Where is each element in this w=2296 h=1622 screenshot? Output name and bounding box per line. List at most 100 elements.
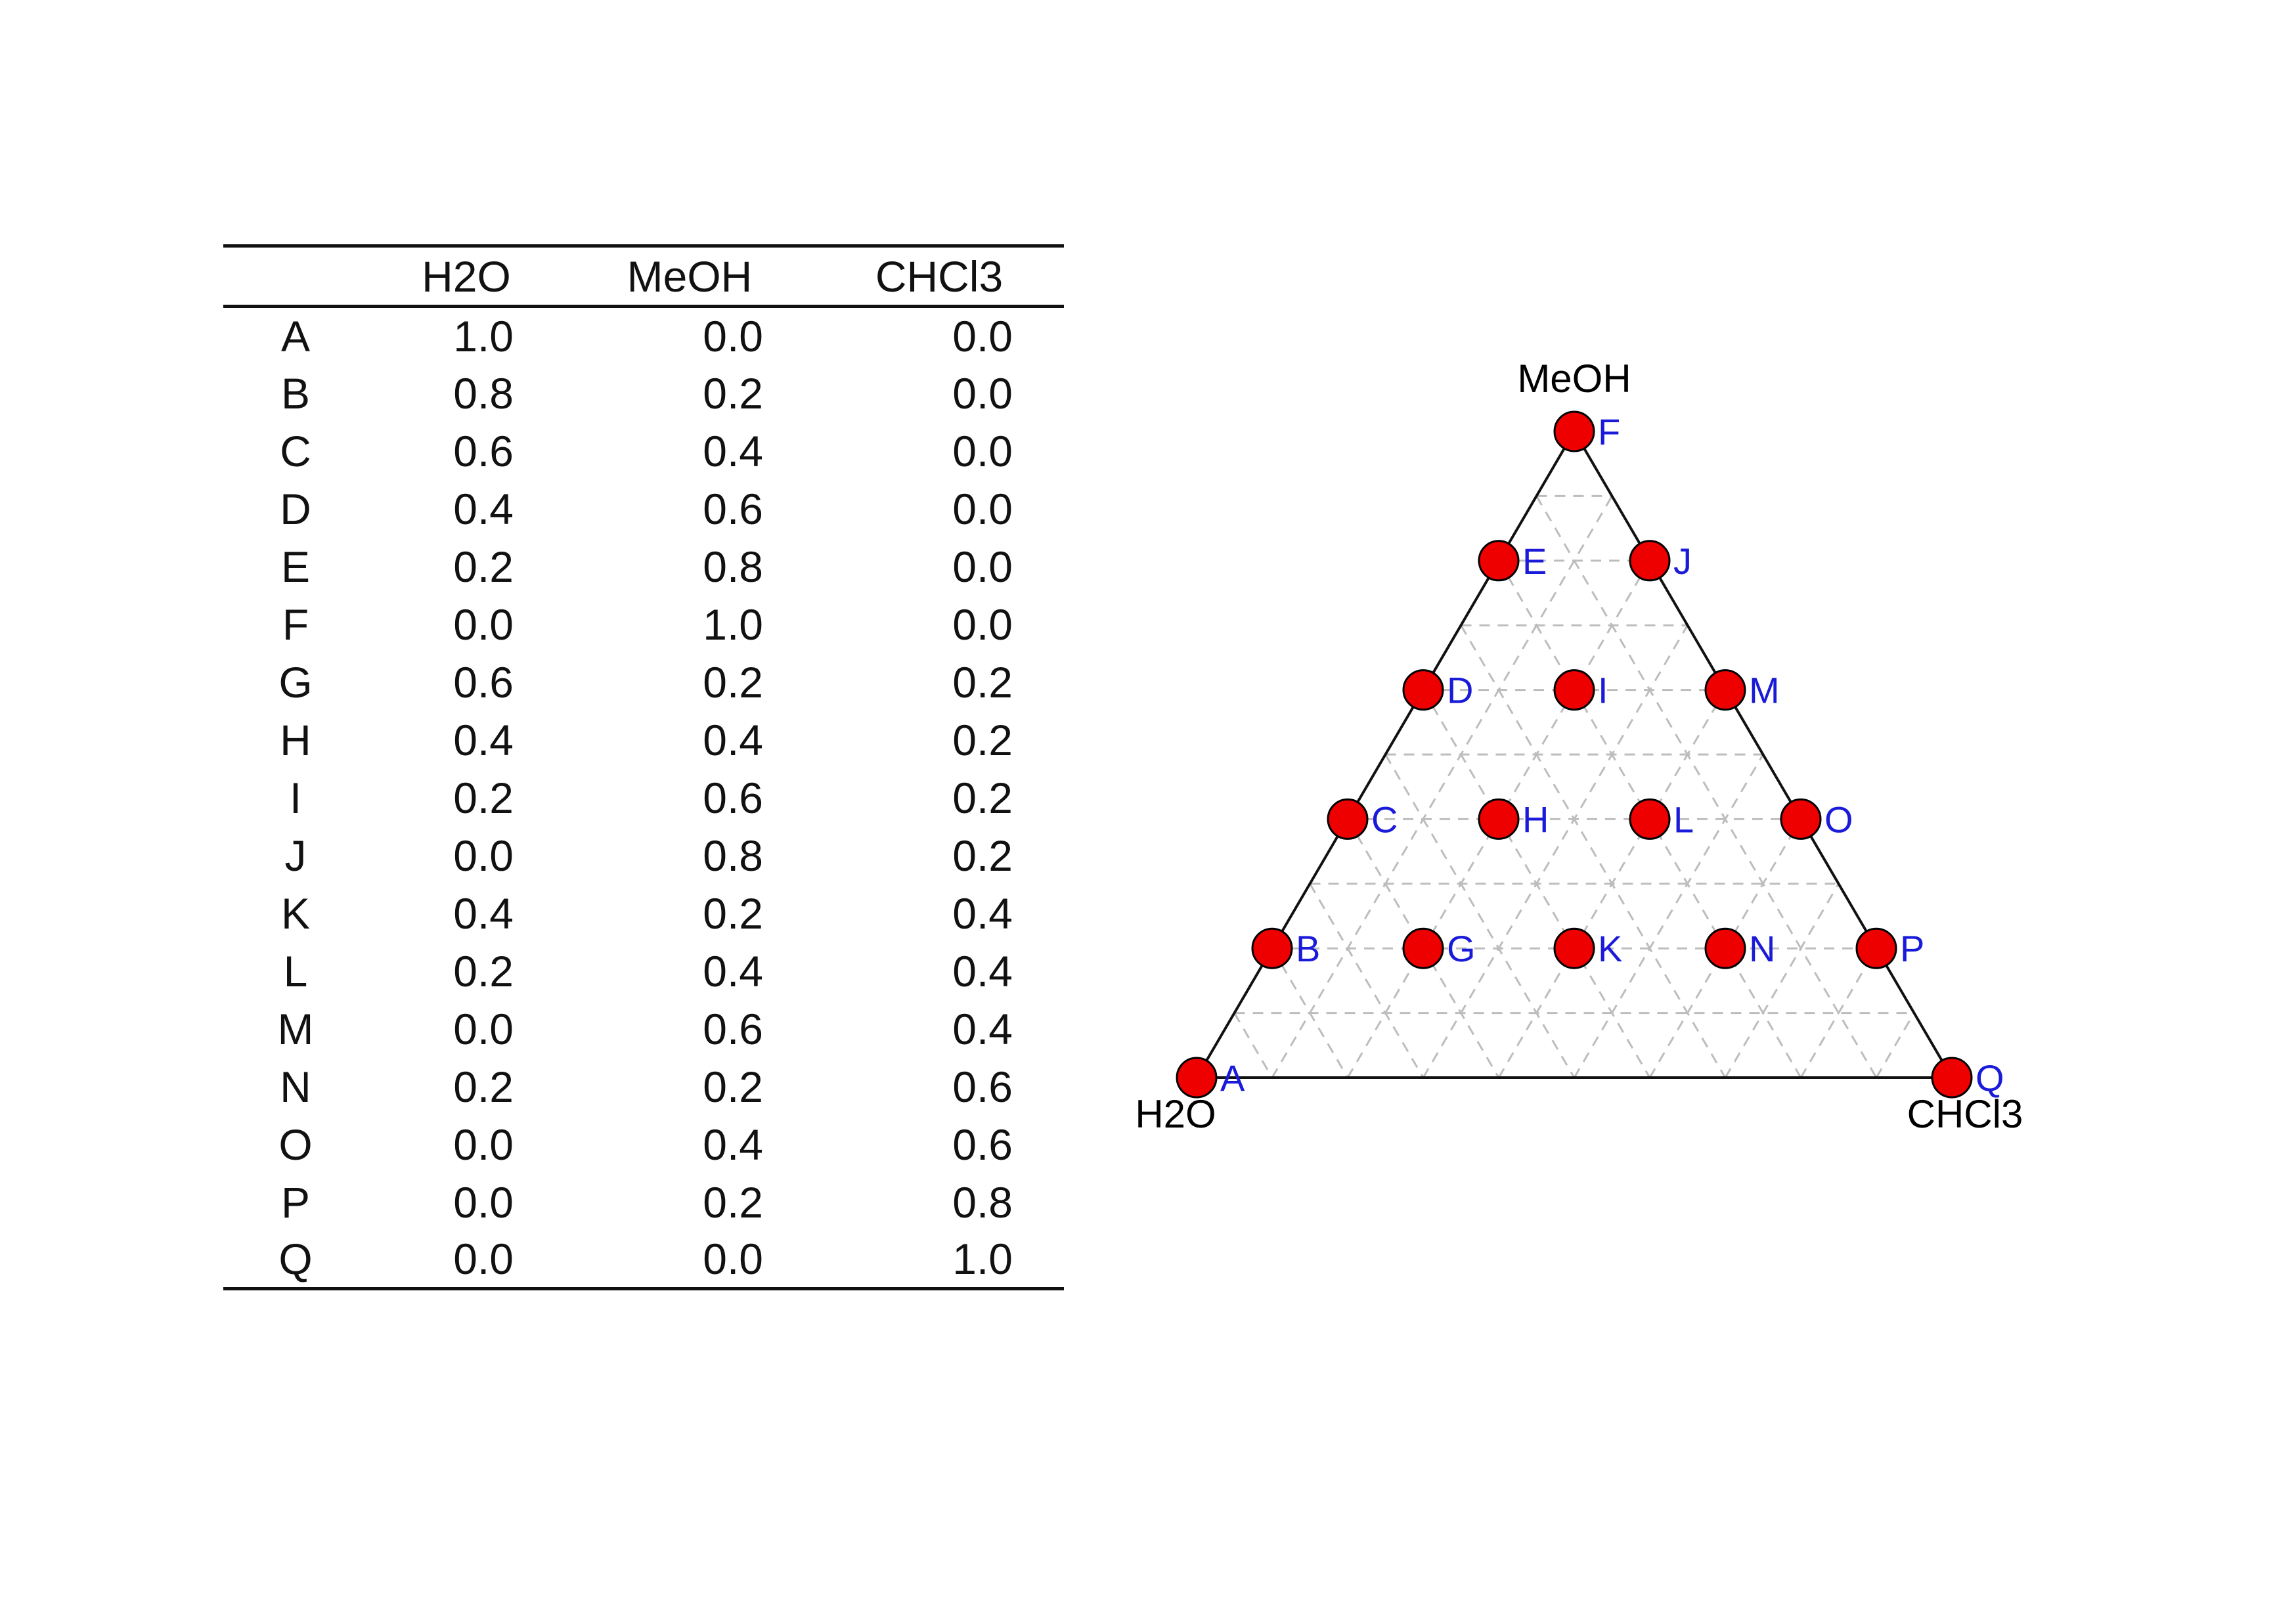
table-header-row: H2O MeOH CHCl3 xyxy=(223,244,1064,308)
point-label-q: Q xyxy=(1976,1057,2004,1099)
ternary-outline xyxy=(1194,429,1954,1079)
value-cell-meoh: 0.6 xyxy=(703,1004,763,1053)
value-cell-h2o: 0.2 xyxy=(453,1062,514,1111)
value-cell-meoh: 0.6 xyxy=(703,484,763,533)
data-point-o xyxy=(1780,798,1822,840)
point-label-e: E xyxy=(1522,540,1547,582)
value-cell-h2o: 0.4 xyxy=(453,715,514,764)
table-row: O 0.0 0.4 0.6 xyxy=(223,1116,1064,1173)
value-cell-h2o: 0.0 xyxy=(453,1004,514,1053)
value-cell-h2o: 0.2 xyxy=(453,946,514,996)
value-cell-meoh: 0.0 xyxy=(565,1231,814,1290)
value-cell-meoh: 0.2 xyxy=(703,1062,763,1111)
point-label-p: P xyxy=(1900,928,1924,969)
row-label-cell: A xyxy=(280,311,311,361)
value-cell-chcl3: 0.4 xyxy=(952,1004,1013,1053)
vertex-label-meoh: MeOH xyxy=(1517,357,1631,401)
value-cell-chcl3: 1.0 xyxy=(814,1231,1064,1290)
value-cell-meoh: 0.4 xyxy=(703,1120,763,1169)
value-cell-meoh: 0.2 xyxy=(703,657,763,707)
value-cell-meoh: 0.2 xyxy=(703,888,763,938)
point-label-m: M xyxy=(1749,670,1780,711)
vertex-label-h2o: H2O xyxy=(1135,1092,1216,1136)
data-point-c xyxy=(1327,798,1369,840)
ternary-grid xyxy=(1233,494,1915,1078)
data-point-g xyxy=(1402,927,1444,969)
value-cell-h2o: 0.0 xyxy=(453,831,514,880)
table-row: J 0.0 0.8 0.2 xyxy=(223,827,1064,885)
table-row: N 0.2 0.2 0.6 xyxy=(223,1058,1064,1116)
value-cell-chcl3: 0.0 xyxy=(952,542,1013,591)
row-label-cell: D xyxy=(280,484,311,533)
table-row: B 0.8 0.2 0.0 xyxy=(223,364,1064,422)
value-cell-chcl3: 0.2 xyxy=(952,773,1013,822)
value-cell-h2o: 0.4 xyxy=(453,888,514,938)
value-cell-chcl3: 0.4 xyxy=(952,946,1013,996)
data-point-b xyxy=(1251,927,1293,969)
value-cell-chcl3: 0.4 xyxy=(952,888,1013,938)
value-cell-meoh: 0.2 xyxy=(703,368,763,418)
value-cell-chcl3: 0.2 xyxy=(952,831,1013,880)
value-cell-h2o: 0.0 xyxy=(453,600,514,649)
data-point-f xyxy=(1553,410,1595,452)
value-cell-chcl3: 0.2 xyxy=(952,715,1013,764)
grid-line-chcl3 xyxy=(1271,495,1613,1078)
point-label-f: F xyxy=(1598,411,1620,452)
value-cell-h2o: 0.2 xyxy=(453,773,514,822)
table-row: E 0.2 0.8 0.0 xyxy=(223,538,1064,596)
row-label-cell: Q xyxy=(223,1231,368,1290)
point-label-j: J xyxy=(1673,540,1692,582)
row-label-cell: J xyxy=(284,831,307,880)
table-row: M 0.0 0.6 0.4 xyxy=(223,1000,1064,1058)
data-point-e xyxy=(1478,540,1520,582)
row-label-cell: E xyxy=(280,542,311,591)
row-label-cell: B xyxy=(280,368,311,418)
value-cell-meoh: 0.8 xyxy=(703,542,763,591)
row-label-cell: L xyxy=(283,946,308,996)
value-cell-h2o: 0.6 xyxy=(453,657,514,707)
value-cell-h2o: 0.6 xyxy=(453,426,514,475)
data-point-n xyxy=(1704,927,1746,969)
composition-table-wrapper: H2O MeOH CHCl3 A 1.0 0.0 0.0 B 0.8 0.2 0.0 C 0.6 0… xyxy=(223,244,1064,1290)
point-label-h: H xyxy=(1522,799,1549,840)
data-point-i xyxy=(1553,669,1595,711)
row-label-cell: P xyxy=(280,1177,311,1227)
value-cell-h2o: 0.0 xyxy=(453,1177,514,1227)
point-label-n: N xyxy=(1749,928,1775,969)
value-cell-chcl3: 0.0 xyxy=(952,484,1013,533)
data-point-m xyxy=(1704,669,1746,711)
value-cell-chcl3: 0.8 xyxy=(952,1177,1013,1227)
point-label-g: G xyxy=(1447,928,1476,969)
table-row: Q 0.0 0.0 1.0 xyxy=(223,1231,1064,1290)
value-cell-chcl3: 0.6 xyxy=(952,1062,1013,1111)
table-row: H 0.4 0.4 0.2 xyxy=(223,711,1064,769)
value-cell-meoh: 0.2 xyxy=(703,1177,763,1227)
row-label-cell: N xyxy=(280,1062,311,1111)
value-cell-meoh: 0.4 xyxy=(703,715,763,764)
value-cell-h2o: 0.4 xyxy=(453,484,514,533)
data-point-q xyxy=(1931,1057,1973,1099)
grid-line-chcl3 xyxy=(1573,754,1764,1078)
value-cell-chcl3: 0.0 xyxy=(952,426,1013,475)
value-cell-chcl3: 0.0 xyxy=(952,368,1013,418)
data-point-h xyxy=(1478,798,1520,840)
table-row: I 0.2 0.6 0.2 xyxy=(223,769,1064,827)
value-cell-meoh: 1.0 xyxy=(703,600,763,649)
composition-table: H2O MeOH CHCl3 A 1.0 0.0 0.0 B 0.8 0.2 0.0 C 0.6 0… xyxy=(223,244,1064,1290)
value-cell-chcl3: 0.0 xyxy=(952,600,1013,649)
header-cell-meoh: MeOH xyxy=(565,244,814,308)
value-cell-h2o: 1.0 xyxy=(453,311,514,361)
table-row: K 0.4 0.2 0.4 xyxy=(223,885,1064,942)
data-point-a xyxy=(1176,1057,1218,1099)
row-label-cell: M xyxy=(277,1004,314,1053)
data-point-j xyxy=(1629,540,1671,582)
row-label-cell: I xyxy=(289,773,302,822)
table-body: A 1.0 0.0 0.0 B 0.8 0.2 0.0 C 0.6 0.4 0.0 D 0.4 0.6 0.0… xyxy=(223,307,1064,1290)
grid-line-h2o xyxy=(1233,1012,1273,1078)
point-label-a: A xyxy=(1220,1057,1245,1099)
table-row: F 0.0 1.0 0.0 xyxy=(223,596,1064,653)
value-cell-h2o: 0.0 xyxy=(368,1231,565,1290)
grid-line-h2o xyxy=(1271,948,1349,1078)
row-label-cell: G xyxy=(278,657,313,707)
